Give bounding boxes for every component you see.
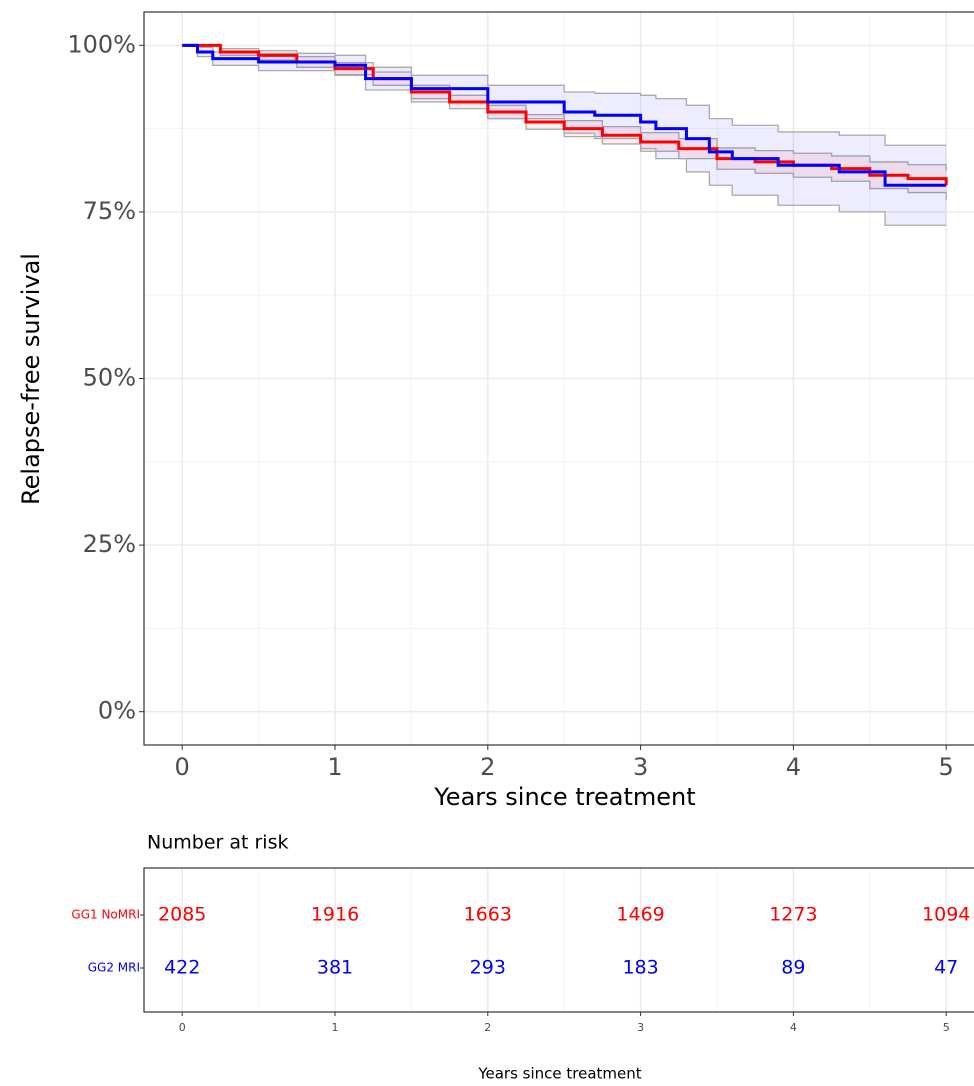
row-label: GG1 NoMRI xyxy=(71,908,140,922)
x-axis-label: Years since treatment xyxy=(477,1065,641,1083)
risk-count: 1469 xyxy=(616,904,664,926)
x-tick-label: 0 xyxy=(179,1021,186,1034)
x-tick-label: 4 xyxy=(790,1021,797,1034)
risk-table-title: Number at risk xyxy=(147,832,289,854)
y-tick-label: 0% xyxy=(98,697,136,725)
x-tick-label: 0 xyxy=(175,753,190,781)
x-tick-label: 2 xyxy=(480,753,495,781)
y-tick-label: 25% xyxy=(83,530,136,558)
survival-line xyxy=(182,43,947,187)
row-label: GG2 MRI xyxy=(88,961,140,975)
x-tick-label: 2 xyxy=(484,1021,491,1034)
x-tick-label: 3 xyxy=(633,753,648,781)
risk-count: 1094 xyxy=(922,904,970,926)
risk-count: 422 xyxy=(164,957,200,979)
risk-count: 1663 xyxy=(464,904,512,926)
risk-count: 1273 xyxy=(769,904,817,926)
risk-count: 183 xyxy=(622,957,658,979)
risk-count: 293 xyxy=(470,957,506,979)
x-tick-label: 1 xyxy=(332,1021,339,1034)
x-tick-label: 1 xyxy=(327,753,342,781)
risk-count: 47 xyxy=(934,957,958,979)
risk-count: 89 xyxy=(781,957,805,979)
y-tick-label: 50% xyxy=(83,364,136,392)
x-tick-label: 3 xyxy=(637,1021,644,1034)
band-lower xyxy=(182,44,947,226)
confidence-band xyxy=(182,45,947,226)
x-axis-label: Years since treatment xyxy=(433,783,695,811)
band-lower xyxy=(182,44,947,200)
x-tick-label: 5 xyxy=(943,1021,950,1034)
risk-count: 381 xyxy=(317,957,353,979)
x-tick-label: 5 xyxy=(939,753,954,781)
risk-count: 1916 xyxy=(311,904,359,926)
y-axis-label: Relapse-free survival xyxy=(17,253,45,505)
y-tick-label: 75% xyxy=(83,197,136,225)
panel-border xyxy=(143,867,974,1013)
risk-count: 2085 xyxy=(158,904,206,926)
y-tick-label: 100% xyxy=(67,30,136,58)
x-tick-label: 4 xyxy=(786,753,801,781)
